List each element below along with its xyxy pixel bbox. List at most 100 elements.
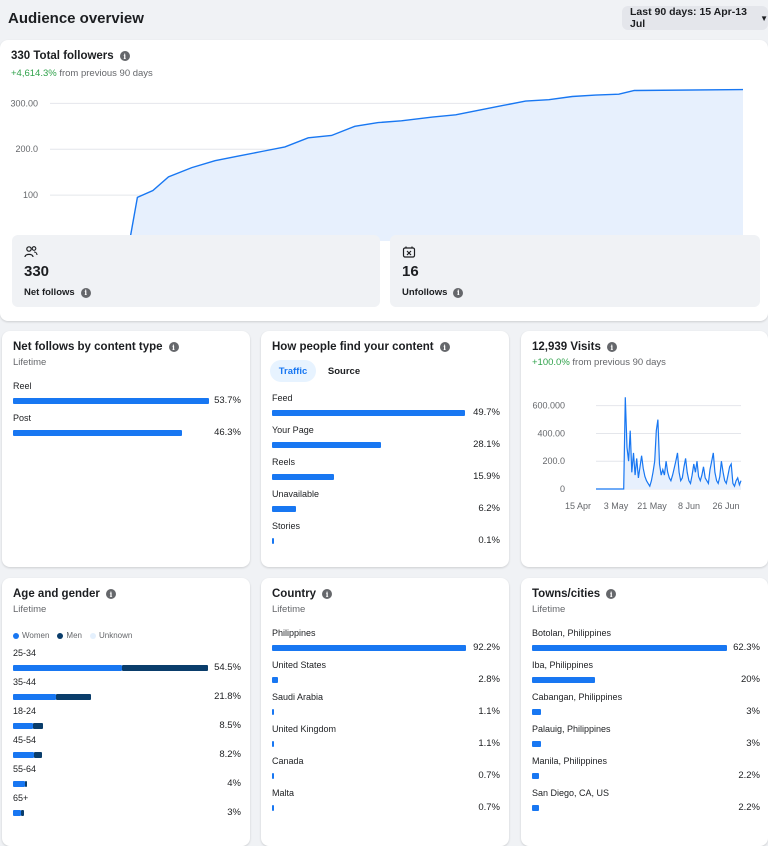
bar-percent: 2.2% — [738, 802, 760, 813]
content-type-title-text: Net follows by content type — [13, 341, 163, 353]
bar-label: 18-24 — [13, 706, 37, 716]
bar-track — [532, 645, 732, 651]
bar-fill — [272, 442, 382, 448]
bar-percent: 54.5% — [214, 662, 241, 673]
bar-row: Reels 15.9% — [272, 457, 500, 489]
content-type-card: Net follows by content type i Lifetime R… — [2, 331, 250, 567]
info-icon[interactable]: i — [606, 589, 617, 599]
bar-track — [13, 752, 213, 758]
followers-area — [52, 89, 743, 241]
y-tick-label: 600.000 — [532, 401, 565, 411]
bar-label: Philippines — [272, 628, 316, 638]
y-tick-label: 0 — [560, 484, 565, 494]
bar-label: Cabangan, Philippines — [532, 692, 623, 702]
bar-label: Stories — [272, 521, 301, 531]
bar-label: Saudi Arabia — [272, 692, 324, 702]
bar-track — [272, 709, 472, 715]
legend-unknown-label: Unknown — [98, 631, 133, 640]
info-icon[interactable]: i — [105, 589, 116, 599]
bar-percent: 53.7% — [214, 395, 241, 406]
y-tick-label: 100 — [23, 190, 38, 200]
followers-change: +4,614.3% from previous 90 days — [11, 68, 153, 79]
bar-track — [13, 398, 223, 404]
bar-label: Manila, Philippines — [532, 756, 608, 766]
tab-traffic[interactable]: Traffic — [270, 360, 316, 382]
x-tick-label: 3 May — [604, 501, 629, 511]
followers-line — [52, 88, 744, 242]
bar-label: Malta — [272, 788, 295, 798]
bar-fill-men — [24, 781, 28, 787]
bar-track — [272, 442, 472, 448]
bar-fill — [532, 773, 539, 779]
bar-row: San Diego, CA, US 2.2% — [532, 788, 760, 820]
bar-track — [272, 645, 472, 651]
legend-men: Men — [57, 631, 82, 640]
visits-change: +100.0% from previous 90 days — [532, 357, 666, 368]
info-icon[interactable]: i — [119, 51, 130, 61]
bar-track — [532, 805, 732, 811]
bar-label: 35-44 — [13, 677, 37, 687]
info-icon[interactable]: i — [439, 342, 450, 352]
bar-percent: 0.7% — [478, 770, 500, 781]
age-gender-title-text: Age and gender — [13, 588, 100, 600]
unfollow-icon — [402, 246, 416, 258]
bar-fill — [272, 506, 297, 512]
bar-row: Stories 0.1% — [272, 521, 500, 553]
info-icon[interactable]: i — [453, 287, 464, 298]
age-gender-card: Age and gender i Lifetime Women Men Unkn… — [2, 578, 250, 846]
info-icon[interactable]: i — [322, 589, 333, 599]
bar-row: Unavailable 6.2% — [272, 489, 500, 521]
bar-fill-women — [13, 781, 25, 787]
bar-track — [532, 741, 732, 747]
info-icon[interactable]: i — [606, 342, 617, 352]
bar-label: United States — [272, 660, 327, 670]
bar-label: United Kingdom — [272, 724, 337, 734]
bar-row: Saudi Arabia 1.1% — [272, 692, 500, 724]
tab-source[interactable]: Source — [327, 365, 361, 377]
y-tick-label: 200.0 — [542, 456, 565, 466]
y-tick-label: 300.00 — [10, 98, 38, 108]
bar-fill-men — [121, 665, 208, 671]
bar-label: San Diego, CA, US — [532, 788, 610, 798]
bar-fill-women — [13, 694, 56, 700]
bar-fill — [532, 741, 542, 747]
info-icon[interactable]: i — [168, 342, 179, 352]
bar-percent: 62.3% — [733, 642, 760, 653]
bar-row: Cabangan, Philippines 3% — [532, 692, 760, 724]
find-content-card: How people find your content i Traffic S… — [261, 331, 509, 567]
bar-label: Palauig, Philippines — [532, 724, 611, 734]
bar-fill-women — [13, 810, 21, 816]
bar-track — [532, 677, 732, 683]
bar-row: Malta 0.7% — [272, 788, 500, 820]
towns-title: Towns/cities i — [532, 588, 617, 600]
info-icon[interactable]: i — [80, 287, 91, 298]
bar-percent: 28.1% — [473, 439, 500, 450]
legend-women: Women — [13, 631, 49, 640]
legend-women-label: Women — [22, 631, 50, 640]
page-header: Audience overview Last 90 days: 15 Apr-1… — [0, 0, 768, 38]
bar-track — [272, 741, 472, 747]
towns-card: Towns/cities i Lifetime Botolan, Philipp… — [521, 578, 768, 846]
bar-row: United States 2.8% — [272, 660, 500, 692]
bar-percent: 0.1% — [478, 535, 500, 546]
net-follows-label-text: Net follows — [24, 287, 75, 298]
bar-track — [13, 810, 213, 816]
legend-men-label: Men — [66, 631, 82, 640]
net-follows-value: 330 — [24, 263, 50, 280]
bar-track — [13, 665, 213, 671]
bar-fill — [532, 677, 595, 683]
bar-track — [272, 805, 472, 811]
bar-fill — [532, 709, 542, 715]
bar-label: 25-34 — [13, 648, 37, 658]
unfollows-value: 16 — [402, 263, 419, 280]
bar-percent: 49.7% — [473, 407, 500, 418]
bar-fill-men — [20, 810, 24, 816]
date-range-button[interactable]: Last 90 days: 15 Apr-13 Jul ▼ — [622, 6, 768, 30]
bar-row: Feed 49.7% — [272, 393, 500, 425]
y-tick-label: 400.00 — [537, 428, 565, 438]
age-gender-legend: Women Men Unknown — [13, 631, 132, 640]
find-content-title: How people find your content i — [272, 341, 450, 353]
x-tick-label: 26 Jun — [712, 501, 739, 511]
bar-row: United Kingdom 1.1% — [272, 724, 500, 756]
country-subtitle: Lifetime — [272, 604, 306, 615]
